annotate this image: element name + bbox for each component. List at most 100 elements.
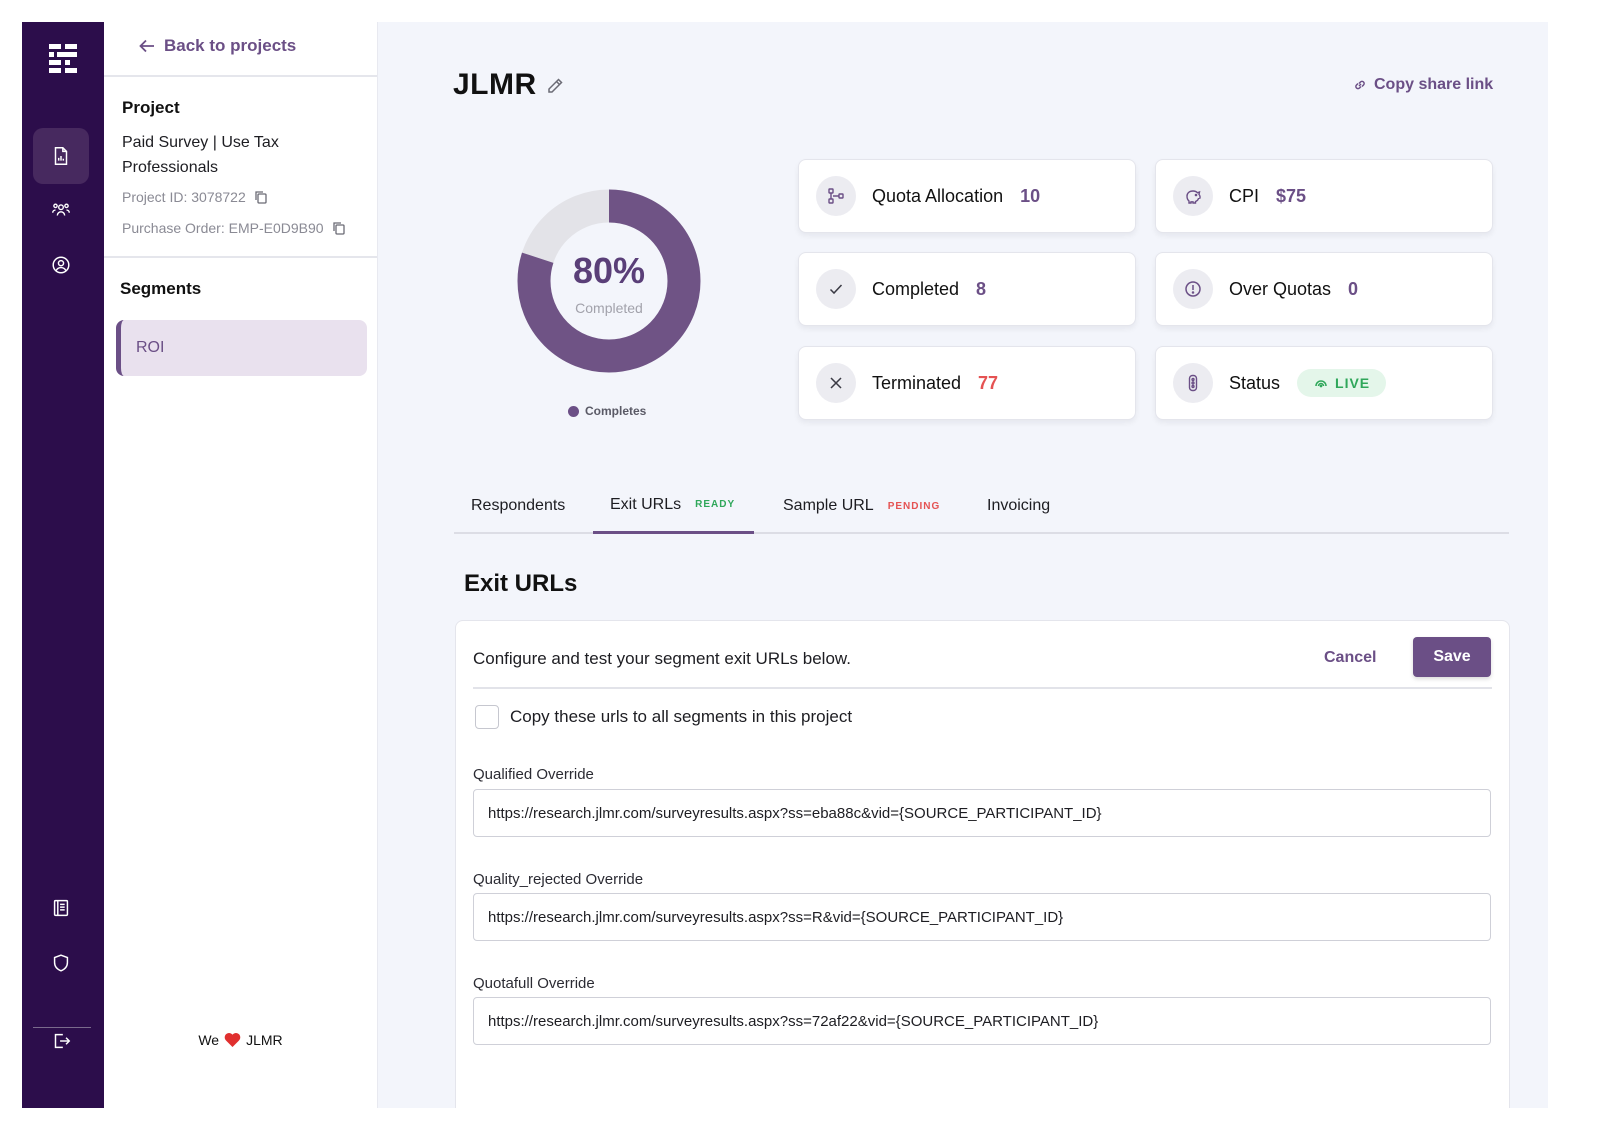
heart-icon [224,1033,241,1047]
project-panel: Back to projects Project Paid Survey | U… [104,22,378,1108]
terminated-card-icon-badge [816,363,856,403]
completion-donut: 80% Completed [514,186,704,376]
save-button[interactable]: Save [1413,637,1491,677]
legend-swatch [568,405,579,417]
shield-icon [53,954,69,972]
x-icon [830,377,842,389]
donut-percent: 80% [572,250,646,291]
over-quotas-card: Over Quotas 0 [1155,252,1493,326]
tab-sample-url-label: Sample URL [783,497,874,514]
cpi-label: CPI [1229,185,1260,206]
over-quotas-value: 0 [1348,278,1359,299]
share-link-label: Copy share link [1374,76,1494,93]
users-icon [52,203,70,216]
legend-label: Completes [585,404,647,418]
over-quotas-card-icon-badge [1173,269,1213,309]
document-chart-icon [54,147,68,165]
tab-invoicing[interactable]: Invoicing [970,478,1067,534]
project-id: Project ID: 3078722 [122,189,246,205]
ready-badge: READY [695,499,736,510]
quotafull-override-label: Quotafull Override [473,975,595,992]
footer-prefix: We [198,1032,220,1048]
completed-label: Completed [872,278,960,299]
rail-account-button[interactable] [33,237,89,293]
cpi-card: CPI $75 [1155,159,1493,233]
completed-card: Completed 8 [798,252,1136,326]
completed-value: 8 [976,278,987,299]
qualified-override-input[interactable] [473,789,1491,837]
status-badge: LIVE [1297,369,1387,397]
pending-badge: PENDING [887,500,941,512]
rail-logout-button[interactable] [33,1013,89,1069]
section-title: Exit URLs [464,570,578,597]
logout-icon [54,1033,71,1049]
over-quotas-label: Over Quotas [1229,278,1332,299]
quality-rejected-override-input[interactable] [473,893,1491,941]
rail-docs-button[interactable] [33,880,89,936]
logo-icon[interactable] [46,42,80,76]
tab-exit-urls-label: Exit URLs [610,495,682,513]
terminated-card: Terminated 77 [798,346,1136,420]
user-circle-icon [52,256,70,274]
back-link-label: Back to projects [164,36,297,55]
main-content: JLMR Copy share link 80% Completed Compl… [378,22,1548,1108]
project-heading: Project [122,98,180,117]
hierarchy-icon [828,188,844,204]
quota-value: 10 [1020,185,1041,206]
tab-respondents-label: Respondents [471,497,566,514]
quotafull-override-input[interactable] [473,997,1491,1045]
exit-urls-form: Configure and test your segment exit URL… [455,620,1510,1108]
tab-bar: Respondents Exit URLs READY Sample URL P… [454,478,1509,534]
purchase-order: Purchase Order: EMP-E0D9B90 [122,220,324,236]
panel-divider [104,75,377,77]
book-icon [53,899,69,917]
donut-completed-arc [517,189,701,373]
edit-title-button[interactable] [541,72,569,100]
tab-respondents[interactable]: Respondents [454,478,582,534]
cancel-button[interactable]: Cancel [1324,649,1377,666]
copy-purchase-order-icon[interactable] [332,221,346,235]
arrow-left-icon [139,39,154,53]
terminated-value: 77 [978,372,999,393]
completed-card-icon-badge [816,269,856,309]
page-title: JLMR [453,68,537,101]
alert-circle-icon [1185,281,1201,297]
tab-exit-urls[interactable]: Exit URLs READY [593,478,754,534]
status-badge-label: LIVE [1335,375,1371,391]
donut-sub-label: Completed [575,300,643,316]
footer-credit: We JLMR [104,1032,377,1048]
rail-team-button[interactable] [33,182,89,238]
rail-divider [33,1027,91,1028]
qualified-override-label: Qualified Override [473,766,594,783]
signal-icon [1315,380,1327,388]
pencil-icon [548,78,563,93]
cpi-card-icon-badge [1173,176,1213,216]
project-id-row: Project ID: 3078722 [122,189,268,205]
status-card-icon-badge [1173,363,1213,403]
segment-item-roi[interactable]: ROI [116,320,367,376]
terminated-label: Terminated [872,372,962,393]
rail-security-button[interactable] [33,935,89,991]
status-label: Status [1229,372,1281,393]
status-card: Status LIVE [1155,346,1493,420]
rail-projects-button[interactable] [33,128,89,184]
copy-to-all-checkbox[interactable] [475,705,499,729]
copy-project-id-icon[interactable] [254,190,268,204]
copy-share-link-button[interactable]: Copy share link [1353,76,1493,94]
donut-legend: Completes [568,404,646,418]
tab-sample-url[interactable]: Sample URL PENDING [766,478,957,534]
segments-heading: Segments [120,279,202,298]
icon-rail [22,22,104,1108]
quota-label: Quota Allocation [872,185,1004,206]
project-name: Paid Survey | Use Tax Professionals [122,134,279,176]
copy-to-all-row[interactable]: Copy these urls to all segments in this … [475,705,852,729]
back-to-projects-link[interactable]: Back to projects [138,36,296,56]
link-icon [1355,80,1365,90]
panel-divider [104,256,377,258]
quality-rejected-override-label: Quality_rejected Override [473,871,644,888]
copy-to-all-label: Copy these urls to all segments in this … [510,707,853,726]
app-window: Back to projects Project Paid Survey | U… [22,22,1548,1108]
cpi-value: $75 [1276,185,1307,206]
form-description: Configure and test your segment exit URL… [473,649,851,668]
footer-suffix: JLMR [246,1032,283,1048]
